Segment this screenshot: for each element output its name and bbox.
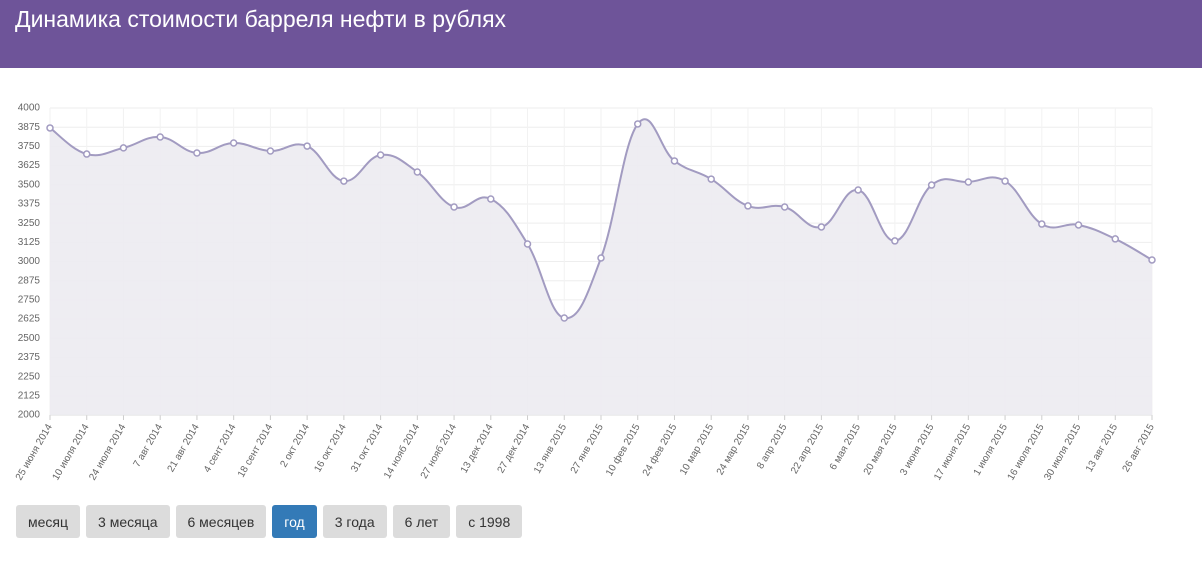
point — [817, 223, 826, 231]
point — [1038, 220, 1046, 228]
x-tick-label: 24 мар 2015 — [715, 422, 753, 477]
y-tick-label: 3125 — [18, 237, 41, 248]
y-tick-label: 2250 — [18, 371, 41, 382]
y-tick-label: 3250 — [18, 218, 41, 229]
point — [854, 186, 862, 194]
line — [49, 118, 1153, 320]
area — [50, 119, 1152, 415]
point — [303, 142, 311, 150]
x-tick-label: 13 авг 2015 — [1084, 422, 1120, 474]
range-button[interactable]: месяц — [16, 505, 81, 538]
point — [744, 202, 752, 210]
y-tick-label: 2125 — [18, 390, 41, 401]
y-tick-label: 3500 — [18, 179, 41, 190]
point — [927, 181, 936, 189]
x-tick-label: 7 авг 2014 — [132, 422, 166, 469]
point — [340, 177, 348, 185]
point — [1111, 235, 1120, 243]
x-tick-label: 17 июня 2015 — [932, 422, 973, 482]
x-tick-label: 4 сент 2014 — [202, 422, 239, 475]
x-tick-label: 2 окт 2014 — [278, 422, 312, 469]
x-tick-label: 13 янв 2015 — [532, 422, 569, 476]
y-tick-label: 2750 — [18, 295, 41, 306]
y-tick-label: 4000 — [18, 103, 41, 114]
point — [229, 139, 238, 147]
x-tick-label: 10 фев 2015 — [603, 421, 643, 478]
page-title: Динамика стоимости барреля нефти в рубля… — [15, 6, 507, 32]
point — [633, 120, 642, 128]
x-tick-label: 3 июня 2015 — [898, 422, 936, 478]
x-tick-label: 26 авг 2015 — [1121, 422, 1157, 474]
header: Динамика стоимости барреля нефти в рубля… — [0, 0, 1202, 68]
point — [523, 240, 532, 248]
point — [450, 203, 458, 211]
range-button[interactable]: 3 года — [322, 505, 387, 538]
y-tick-label: 3000 — [18, 256, 41, 267]
x-tick-label: 14 нояб 2014 — [381, 421, 422, 480]
range-button[interactable]: 3 месяца — [86, 505, 170, 538]
point — [597, 254, 605, 262]
point — [891, 237, 899, 245]
x-tick-label: 22 апр 2015 — [789, 422, 826, 476]
point — [46, 124, 54, 132]
point — [156, 133, 164, 141]
point — [560, 314, 569, 322]
range-button[interactable]: с 1998 — [456, 505, 523, 538]
y-tick-label: 2375 — [18, 352, 41, 363]
y-tick-label: 3750 — [18, 141, 41, 152]
range-buttons: месяц 3 месяца 6 месяцев год 3 года 6 лет с 19… — [16, 505, 523, 538]
y-tick-label: 2875 — [18, 275, 41, 286]
point — [266, 147, 275, 155]
y-tick-label: 3625 — [18, 160, 41, 171]
point — [1074, 221, 1083, 229]
x-tick-label: 10 мар 2015 — [678, 422, 716, 477]
x-tick-label: 27 дек 2014 — [496, 422, 533, 475]
range-button[interactable]: год — [272, 505, 317, 538]
point — [487, 195, 495, 203]
y-tick-label: 2500 — [18, 333, 41, 344]
x-tick-label: 20 мая 2015 — [862, 422, 900, 477]
x-tick-label: 13 дек 2014 — [459, 422, 496, 475]
range-button[interactable]: 6 лет — [392, 505, 451, 538]
y-tick-label: 3875 — [18, 122, 41, 133]
x-tick-label: 27 янв 2015 — [569, 422, 606, 476]
point — [964, 178, 973, 186]
x-tick-label: 16 июля 2015 — [1006, 422, 1047, 482]
y-tick-label: 2625 — [18, 314, 41, 325]
x-tick-label: 31 окт 2014 — [349, 422, 386, 474]
point — [780, 203, 789, 211]
y-tick-label: 3375 — [18, 199, 41, 210]
point — [413, 168, 422, 176]
x-tick-label: 18 сент 2014 — [236, 422, 276, 479]
x-tick-label: 25 июня 2014 — [14, 422, 55, 482]
point — [82, 150, 91, 158]
x-tick-label: 24 июля 2014 — [87, 422, 128, 482]
range-button[interactable]: 6 месяцев — [175, 505, 267, 538]
x-tick-label: 27 нояб 2014 — [418, 421, 459, 480]
chart: 2000 2125 2250 2375 2500 2625 2750 2875 3000 3125… — [14, 103, 1157, 483]
point — [1001, 177, 1009, 185]
x-tick-label: 24 фев 2015 — [640, 421, 680, 478]
point — [670, 157, 679, 165]
x-tick-label: 10 июля 2014 — [51, 422, 92, 482]
point — [119, 144, 128, 152]
x-tick-label: 21 авг 2014 — [166, 422, 202, 474]
x-tick-label: 16 окт 2014 — [312, 422, 349, 474]
x-tick-label: 30 июля 2015 — [1042, 422, 1083, 482]
point — [707, 175, 715, 183]
x-tick-label: 6 мая 2015 — [828, 422, 863, 472]
point — [376, 151, 385, 159]
point — [193, 149, 201, 157]
y-tick-label: 2000 — [18, 410, 41, 421]
x-tick-label: 8 апр 2015 — [755, 422, 790, 471]
point — [1148, 256, 1156, 264]
x-tick-label: 1 июля 2015 — [972, 422, 1010, 478]
